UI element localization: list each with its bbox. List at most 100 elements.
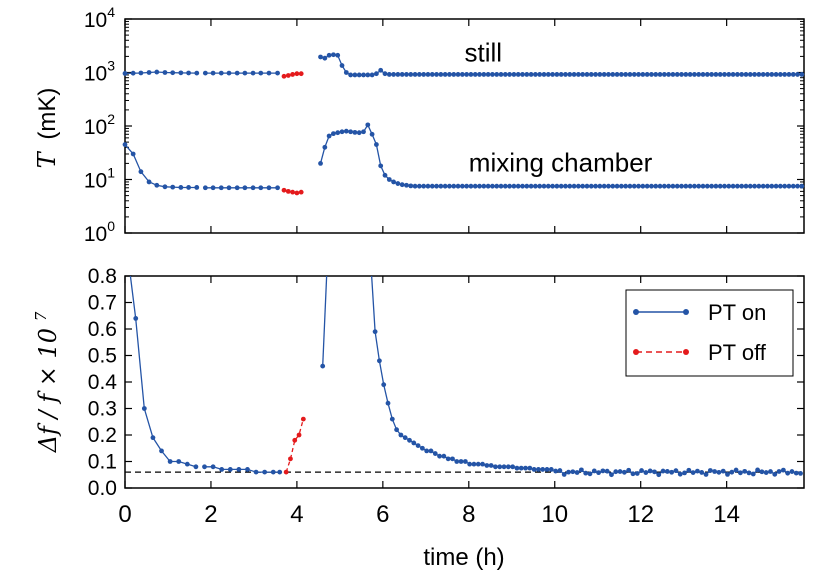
- top-data-point: [374, 142, 379, 147]
- top-data-point: [618, 72, 624, 77]
- top-data-point: [498, 72, 504, 77]
- top-data-point: [661, 183, 667, 189]
- x-axis-label: time (h): [423, 544, 504, 571]
- top-data-point: [326, 133, 332, 139]
- top-data-point: [541, 72, 547, 77]
- bottom-data-point: [283, 469, 289, 475]
- top-data-point: [122, 71, 128, 76]
- top-data-point: [365, 72, 371, 78]
- bottom-y-ticks: 0.0 0.1 0.2 0.3 0.4 0.5 0.6 0.7 0.8: [88, 265, 804, 500]
- top-y-tick-label-2: 102: [84, 111, 115, 139]
- legend-marker-pt-on-end: [683, 309, 689, 315]
- top-data-point: [644, 183, 650, 189]
- top-data-point: [795, 183, 800, 189]
- bottom-y-axis-exponent: 7: [32, 311, 50, 321]
- bottom-data-point: [561, 472, 567, 477]
- top-data-point: [782, 72, 788, 77]
- top-data-point: [584, 183, 590, 189]
- top-data-point: [178, 185, 184, 190]
- top-data-point: [563, 72, 568, 77]
- bottom-data-point: [368, 247, 373, 252]
- bottom-series-line-0-1: [204, 466, 280, 473]
- top-data-point: [234, 70, 240, 76]
- top-data-point: [298, 189, 304, 195]
- top-data-point: [202, 70, 208, 76]
- legend-marker-pt-off-end: [683, 349, 689, 355]
- top-series: [122, 52, 805, 196]
- bottom-data-point: [514, 465, 520, 471]
- bottom-data-point: [497, 464, 503, 470]
- top-data-point: [404, 72, 409, 77]
- bottom-x-tick-label-6: 12: [627, 501, 654, 528]
- bottom-data-point: [789, 469, 795, 474]
- top-data-point: [571, 183, 577, 189]
- bottom-data-point: [578, 467, 584, 473]
- bottom-data-point: [432, 451, 438, 456]
- bottom-data-point: [141, 406, 147, 411]
- legend-marker-pt-on-start: [633, 309, 639, 315]
- top-data-point: [502, 183, 508, 189]
- bottom-x-tick-label-3: 6: [376, 501, 389, 528]
- top-data-point: [550, 72, 555, 77]
- top-data-point: [653, 72, 659, 77]
- top-data-point: [361, 72, 366, 78]
- bottom-data-point: [296, 432, 302, 438]
- bottom-data-point: [643, 470, 649, 475]
- top-data-point: [447, 72, 452, 77]
- top-data-point: [674, 72, 680, 77]
- legend-marker-pt-off-start: [633, 349, 639, 355]
- top-data-point: [636, 183, 641, 189]
- top-data-point: [567, 72, 573, 77]
- bottom-data-point: [219, 467, 225, 472]
- bottom-data-point: [505, 464, 511, 470]
- top-data-point: [391, 72, 396, 77]
- top-data-point: [799, 72, 805, 77]
- bottom-y-axis-label: Δf / f × 10 7: [32, 311, 62, 453]
- bottom-x-tick-label-1: 2: [204, 501, 217, 528]
- top-data-point: [799, 183, 805, 189]
- top-data-point: [730, 72, 736, 77]
- top-data-point: [614, 72, 620, 77]
- top-data-point: [451, 183, 457, 189]
- top-y-tick-label-1: 101: [84, 165, 115, 193]
- legend: PT on PT off: [625, 289, 794, 377]
- top-data-point: [322, 144, 328, 150]
- top-data-point: [331, 52, 336, 58]
- top-data-point: [459, 72, 465, 77]
- bottom-data-point: [536, 467, 541, 472]
- top-data-point: [670, 72, 676, 77]
- bottom-data-point: [300, 416, 306, 422]
- bottom-data-point: [626, 467, 632, 473]
- bottom-series-line-0-3: [370, 276, 552, 471]
- bottom-data-point: [210, 464, 216, 470]
- bottom-data-point: [150, 435, 156, 441]
- top-data-point: [122, 142, 128, 147]
- bottom-data-point: [292, 437, 298, 443]
- annotation-mixing-chamber: mixing chamber: [469, 148, 653, 178]
- top-data-point: [455, 72, 461, 77]
- top-data-point: [520, 183, 525, 189]
- top-data-point: [777, 183, 783, 189]
- bottom-data-point: [656, 472, 662, 478]
- top-data-point: [649, 183, 654, 189]
- top-data-point: [154, 69, 160, 75]
- bottom-data-point: [527, 465, 533, 471]
- top-data-point: [541, 183, 547, 189]
- top-data-point: [644, 72, 650, 77]
- bottom-data-point: [428, 448, 434, 454]
- top-data-point: [343, 70, 349, 75]
- top-data-point: [386, 177, 392, 182]
- top-data-point: [588, 72, 594, 77]
- bottom-data-point: [553, 468, 559, 474]
- top-data-point: [399, 72, 405, 77]
- bottom-y-tick-label-8: 0.8: [88, 265, 117, 288]
- top-data-point: [421, 183, 427, 189]
- top-data-point: [146, 179, 152, 185]
- top-data-point: [335, 52, 341, 58]
- top-data-point: [218, 70, 224, 76]
- bottom-data-point: [596, 470, 601, 476]
- bottom-data-point: [707, 468, 713, 473]
- top-data-point: [507, 72, 513, 77]
- bottom-data-point: [450, 456, 455, 462]
- top-data-point: [395, 181, 401, 186]
